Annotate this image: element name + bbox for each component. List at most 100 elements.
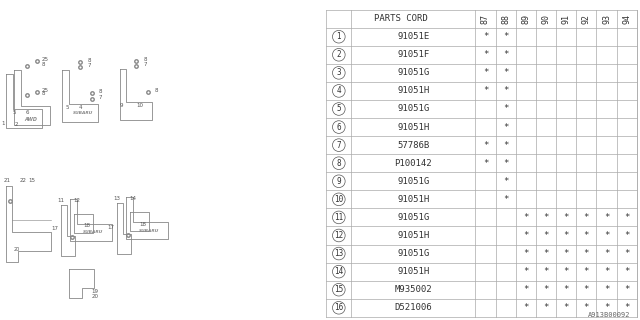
Text: 8: 8 xyxy=(337,159,341,168)
Text: 7: 7 xyxy=(337,140,341,150)
Text: 4: 4 xyxy=(78,105,82,110)
Text: 25: 25 xyxy=(42,88,49,93)
Text: *: * xyxy=(563,267,569,276)
Text: *: * xyxy=(584,231,589,240)
Text: SUBARU: SUBARU xyxy=(139,228,159,233)
Text: 11: 11 xyxy=(58,197,65,203)
Text: 5: 5 xyxy=(66,105,69,110)
Text: 91051G: 91051G xyxy=(397,177,429,186)
Text: *: * xyxy=(483,68,488,77)
Text: 4: 4 xyxy=(337,86,341,95)
Text: 89: 89 xyxy=(522,14,531,24)
Text: 25: 25 xyxy=(42,57,49,62)
Text: *: * xyxy=(503,32,508,41)
Text: 91051H: 91051H xyxy=(397,231,429,240)
Text: 9: 9 xyxy=(337,177,341,186)
Text: 15: 15 xyxy=(29,179,36,183)
Text: *: * xyxy=(584,213,589,222)
Text: 7: 7 xyxy=(88,63,92,68)
Text: *: * xyxy=(604,231,609,240)
Text: *: * xyxy=(624,249,629,258)
Text: 18: 18 xyxy=(83,223,90,228)
Text: 7: 7 xyxy=(144,61,147,67)
Text: 1: 1 xyxy=(337,32,341,41)
Text: 8: 8 xyxy=(155,88,158,93)
Text: *: * xyxy=(604,303,609,312)
Text: *: * xyxy=(543,285,548,294)
Text: *: * xyxy=(483,50,488,59)
Text: SUBARU: SUBARU xyxy=(74,111,93,115)
Text: P100142: P100142 xyxy=(394,159,432,168)
Text: *: * xyxy=(543,213,548,222)
Text: 91051H: 91051H xyxy=(397,86,429,95)
Text: 13: 13 xyxy=(114,196,120,201)
Text: *: * xyxy=(503,68,508,77)
Text: 91051G: 91051G xyxy=(397,213,429,222)
Text: 2: 2 xyxy=(14,122,18,127)
Text: 90: 90 xyxy=(541,14,550,24)
Text: 8: 8 xyxy=(99,89,102,94)
Text: 11: 11 xyxy=(334,213,344,222)
Text: *: * xyxy=(563,213,569,222)
Text: 12: 12 xyxy=(74,197,81,203)
Text: *: * xyxy=(563,249,569,258)
Text: 1: 1 xyxy=(2,121,5,126)
Text: *: * xyxy=(624,231,629,240)
Text: *: * xyxy=(503,159,508,168)
Text: *: * xyxy=(523,267,529,276)
Text: 8: 8 xyxy=(42,61,45,67)
Text: 91: 91 xyxy=(562,14,571,24)
Text: PARTS CORD: PARTS CORD xyxy=(374,14,428,23)
Text: *: * xyxy=(503,177,508,186)
Text: 8: 8 xyxy=(42,91,45,96)
Text: *: * xyxy=(543,267,548,276)
Text: 8: 8 xyxy=(88,58,92,63)
Text: 92: 92 xyxy=(582,14,591,24)
Text: M935002: M935002 xyxy=(394,285,432,294)
Text: *: * xyxy=(543,303,548,312)
Text: 6: 6 xyxy=(337,123,341,132)
Text: *: * xyxy=(604,249,609,258)
Text: 10: 10 xyxy=(136,103,143,108)
Text: 6: 6 xyxy=(26,110,29,116)
Text: 19: 19 xyxy=(92,289,98,294)
Text: *: * xyxy=(584,285,589,294)
Text: SUBARU: SUBARU xyxy=(83,230,104,234)
Text: 15: 15 xyxy=(334,285,344,294)
Text: *: * xyxy=(503,195,508,204)
Text: 7: 7 xyxy=(99,95,102,100)
Text: *: * xyxy=(543,231,548,240)
Text: 13: 13 xyxy=(334,249,344,258)
Text: *: * xyxy=(523,231,529,240)
Text: *: * xyxy=(503,50,508,59)
Text: 3: 3 xyxy=(337,68,341,77)
Text: *: * xyxy=(604,213,609,222)
Text: 22: 22 xyxy=(19,179,26,183)
Text: 12: 12 xyxy=(334,231,344,240)
Text: *: * xyxy=(563,303,569,312)
Text: 94: 94 xyxy=(622,14,631,24)
Text: *: * xyxy=(584,303,589,312)
Text: *: * xyxy=(563,231,569,240)
Text: *: * xyxy=(483,86,488,95)
Text: *: * xyxy=(503,86,508,95)
Text: 16: 16 xyxy=(334,303,344,312)
Text: 91051G: 91051G xyxy=(397,249,429,258)
Text: 8: 8 xyxy=(144,57,147,62)
Text: 91051G: 91051G xyxy=(397,105,429,114)
Text: 2: 2 xyxy=(337,50,341,59)
Text: 5: 5 xyxy=(337,105,341,114)
Text: *: * xyxy=(523,249,529,258)
Text: *: * xyxy=(584,249,589,258)
Text: 91051H: 91051H xyxy=(397,195,429,204)
Text: 93: 93 xyxy=(602,14,611,24)
Text: 21: 21 xyxy=(3,179,10,183)
Text: 14: 14 xyxy=(334,267,344,276)
Text: 91051H: 91051H xyxy=(397,267,429,276)
Text: 91051G: 91051G xyxy=(397,68,429,77)
Text: *: * xyxy=(503,105,508,114)
Text: *: * xyxy=(624,213,629,222)
Text: 88: 88 xyxy=(501,14,510,24)
Text: 91051F: 91051F xyxy=(397,50,429,59)
Text: 18: 18 xyxy=(140,221,146,227)
